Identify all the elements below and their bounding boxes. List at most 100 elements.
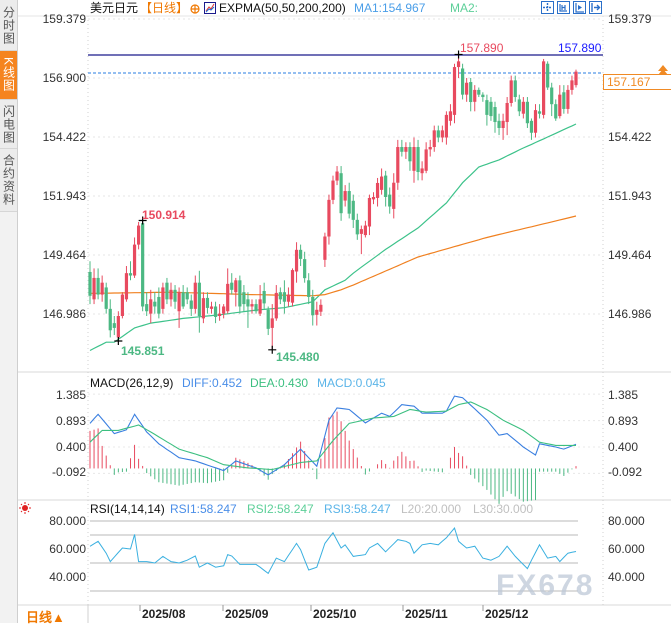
candle (404, 142, 408, 159)
tab-contract-info[interactable]: 合约资料 (0, 149, 17, 212)
candle (307, 273, 311, 305)
candle-body (209, 306, 214, 309)
candle (400, 139, 404, 157)
candle-body (525, 101, 529, 124)
tab-flash[interactable]: 闪电图 (0, 100, 17, 149)
high-price-label: 157.890 (460, 41, 504, 55)
candle (108, 299, 112, 338)
period-selector[interactable]: 日线▲ (26, 610, 65, 625)
candle-body (497, 120, 501, 128)
candle (246, 292, 250, 328)
candle (331, 175, 335, 205)
rsi-panel (89, 526, 577, 575)
candle-body (404, 147, 408, 152)
ma2-value: MA2: (450, 1, 479, 15)
candle-body (311, 296, 315, 316)
candle (161, 282, 165, 314)
rsi-l30-value: L30:30.000 (473, 502, 534, 516)
candle-body (461, 68, 465, 95)
tab-timeshare[interactable]: 分时图 (0, 0, 17, 51)
candle (367, 194, 372, 236)
candle (525, 97, 529, 128)
step-forward-icon[interactable] (573, 1, 586, 14)
candle (242, 285, 246, 312)
candle-body (254, 304, 258, 312)
candle (537, 104, 542, 119)
candle (286, 287, 291, 307)
indicator-chart-icon[interactable] (204, 2, 216, 14)
candle (153, 292, 157, 314)
candle-body (428, 147, 432, 150)
candle (92, 268, 96, 305)
candle (529, 118, 534, 140)
add-indicator-icon[interactable] (190, 3, 200, 14)
candle-body (485, 100, 489, 115)
candle-body (294, 249, 299, 272)
candle (485, 94, 489, 126)
candle (521, 97, 525, 119)
candle (254, 299, 258, 314)
candle-body (420, 168, 424, 174)
candle (209, 301, 214, 314)
candle (550, 82, 554, 117)
candle (396, 139, 400, 190)
period-label[interactable]: 【日线】 (140, 1, 189, 15)
candle-body (465, 82, 469, 95)
candle (501, 113, 505, 140)
candle (412, 137, 416, 183)
candle-body (384, 175, 388, 198)
candle (169, 282, 173, 307)
candle-body (444, 114, 448, 138)
watermark-logo: FX678 (496, 569, 595, 602)
tab-kline[interactable]: K线图 (0, 51, 17, 100)
candle (205, 292, 210, 314)
current-price-arrow-icon[interactable] (658, 65, 668, 75)
candle (392, 173, 396, 219)
candle (351, 194, 355, 228)
candle-body (477, 89, 481, 95)
candle (173, 285, 177, 309)
candle-body (469, 82, 473, 103)
candle (116, 311, 120, 341)
candle-body (124, 273, 129, 300)
candle-body (258, 299, 262, 314)
candle-body (339, 173, 343, 214)
candle (104, 282, 108, 314)
macd-y-tick-right: -0.092 (608, 465, 643, 479)
candle (489, 97, 493, 121)
candle-body (533, 110, 538, 133)
candle (363, 220, 367, 238)
candle (315, 301, 319, 326)
candle-body (286, 294, 291, 302)
candle-body (226, 283, 230, 312)
candle (88, 261, 92, 305)
candle (408, 142, 412, 171)
candle-body (266, 309, 270, 329)
candle-body (400, 147, 404, 152)
rsi-y-tick-right: 60.000 (608, 542, 645, 556)
candle-body (566, 89, 570, 109)
candle-body (246, 299, 250, 307)
candle-body (185, 292, 189, 300)
candle-body (574, 71, 578, 86)
macd-dea-value: DEA:0.430 (250, 376, 309, 390)
candle-body (145, 304, 149, 312)
candles (88, 54, 578, 350)
candle (384, 170, 388, 207)
y-tick-left: 159.379 (42, 12, 86, 26)
exit-icon[interactable] (589, 1, 602, 14)
zoom-bars-icon[interactable] (557, 1, 570, 14)
candle-body (315, 309, 319, 315)
candle (270, 304, 274, 350)
candle (278, 287, 282, 305)
macd-diff-value: DIFF:0.452 (182, 376, 243, 390)
candle-body (299, 249, 303, 259)
candle-body (436, 130, 440, 138)
y-tick-left: 154.422 (42, 130, 86, 144)
ma1-value: MA1:154.967 (354, 1, 426, 15)
candle-body (189, 300, 193, 309)
move-icon[interactable] (541, 1, 554, 14)
sidebar: 分时图 K线图 闪电图 合约资料 (0, 0, 18, 623)
rsi-settings-icon[interactable] (19, 502, 31, 514)
